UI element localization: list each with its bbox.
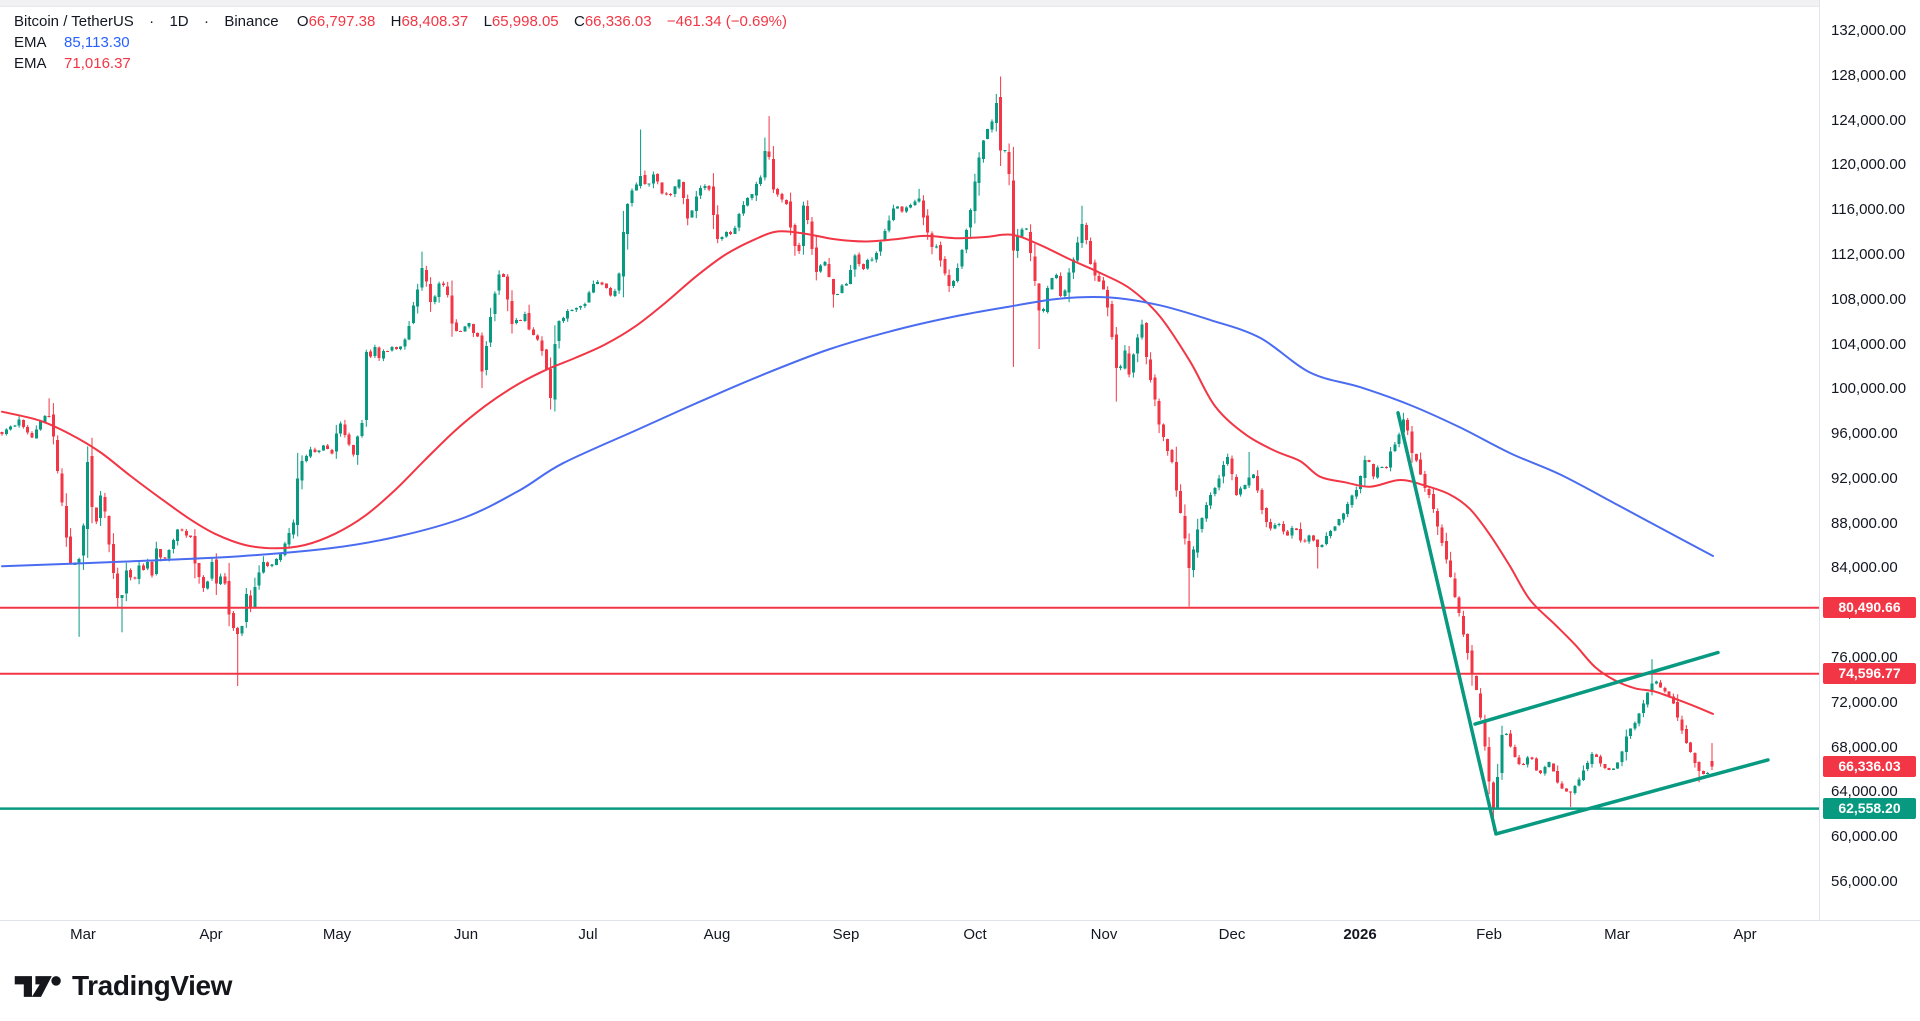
ema-label[interactable]: EMA (14, 55, 46, 72)
trendline[interactable] (1473, 650, 1720, 726)
ema-label[interactable]: EMA (14, 34, 46, 51)
indicator-legend-row[interactable]: EMA 71,016.37 (14, 53, 787, 74)
price-level-tag: 80,490.66 (1823, 597, 1916, 619)
price-tick-label: 56,000.00 (1831, 873, 1898, 890)
legend-dot: · (149, 13, 155, 30)
open-label: O (296, 13, 309, 30)
price-tick-label: 128,000.00 (1831, 66, 1907, 84)
indicator-legend-row[interactable]: EMA 85,113.30 (14, 32, 787, 53)
price-tick-label: 88,000.00 (1831, 514, 1898, 532)
exchange-label[interactable]: Binance (224, 13, 279, 30)
change-value: −461.34 (−0.69%) (666, 13, 788, 30)
close-label: C (574, 13, 585, 30)
time-axis-label: Apr (199, 926, 223, 943)
price-tick-label: 124,000.00 (1831, 111, 1907, 129)
time-axis-label: Aug (703, 926, 731, 943)
tradingview-logo[interactable]: TradingView (13, 970, 232, 1002)
ema-line[interactable] (1, 230, 1714, 715)
ema-value: 85,113.30 (64, 34, 130, 51)
close-value: 66,336.03 (584, 13, 652, 30)
low-label: L (483, 13, 492, 30)
time-axis-label: Apr (1733, 926, 1757, 943)
price-tick-label: 84,000.00 (1831, 559, 1898, 577)
price-tick-label: 92,000.00 (1831, 469, 1898, 487)
chart-legend: Bitcoin / TetherUS · 1D · Binance O66,79… (14, 11, 787, 74)
price-chart-canvas[interactable] (0, 0, 1819, 920)
tradingview-logo-icon (14, 975, 61, 997)
high-label: H (390, 13, 402, 30)
trendline[interactable] (1494, 758, 1770, 836)
price-tick-label: 64,000.00 (1831, 783, 1898, 801)
time-axis-label: Oct (963, 926, 987, 943)
low-value: 65,998.05 (491, 13, 559, 30)
price-tick-label: 72,000.00 (1831, 693, 1898, 711)
time-axis-label: May (322, 926, 352, 943)
time-axis-label: Feb (1476, 926, 1502, 943)
price-tick-label: 112,000.00 (1831, 245, 1905, 263)
price-tick-label: 108,000.00 (1831, 290, 1907, 308)
price-tick-label: 60,000.00 (1831, 828, 1898, 846)
time-axis[interactable]: Mar Apr May Jun Jul Aug Sep Oct Nov Dec 2026 Feb Mar… (0, 920, 1920, 949)
open-value: 66,797.38 (308, 13, 376, 30)
price-tick-label: 132,000.00 (1831, 22, 1907, 39)
high-value: 68,408.37 (401, 13, 469, 30)
price-tick-label: 68,000.00 (1831, 738, 1898, 756)
price-tick-label: 96,000.00 (1831, 425, 1898, 443)
price-tick-label: 116,000.00 (1831, 201, 1905, 219)
candlestick-series (0, 76, 1714, 831)
time-axis-label: 2026 (1343, 926, 1377, 943)
symbol-legend-row[interactable]: Bitcoin / TetherUS · 1D · Binance O66,79… (14, 11, 787, 32)
time-axis-label: Mar (1604, 926, 1630, 943)
price-axis[interactable]: 132,000.00 128,000.00 124,000.00 120,000.00… (1819, 0, 1920, 920)
time-axis-label: Jun (453, 926, 479, 943)
top-strip (0, 0, 1920, 7)
time-axis-label: Mar (70, 926, 96, 943)
legend-dot: · (204, 13, 209, 30)
price-tick-label: 76,000.00 (1831, 649, 1898, 667)
timeframe-label[interactable]: 1D (169, 13, 189, 30)
tradingview-logo-text: TradingView (72, 970, 233, 1001)
trendline[interactable] (1396, 411, 1498, 836)
time-axis-label: Jul (578, 926, 598, 943)
time-axis-label: Nov (1090, 926, 1118, 943)
price-tick-label: 100,000.00 (1831, 380, 1907, 398)
symbol-title[interactable]: Bitcoin / TetherUS (14, 13, 134, 30)
price-level-tag: 74,596.77 (1823, 663, 1916, 685)
ema-value: 71,016.37 (64, 55, 131, 72)
price-tick-label: 104,000.00 (1831, 335, 1907, 353)
ema-line[interactable] (1, 295, 1714, 568)
time-axis-label: Dec (1218, 926, 1246, 943)
price-level-tag: 62,558.20 (1823, 798, 1916, 820)
time-axis-label: Sep (832, 926, 860, 943)
price-tick-label: 120,000.00 (1831, 156, 1907, 174)
current-price-tag: 66,336.03 (1823, 755, 1916, 777)
